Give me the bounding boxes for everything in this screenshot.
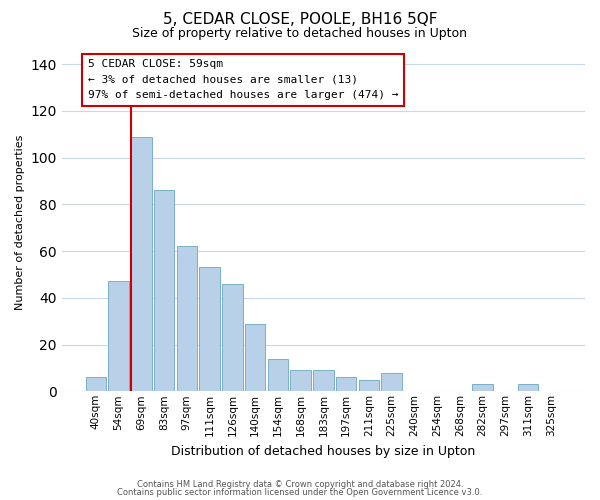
Text: Contains HM Land Registry data © Crown copyright and database right 2024.: Contains HM Land Registry data © Crown c… (137, 480, 463, 489)
Bar (472, 384, 493, 392)
Bar (268, 358, 288, 392)
Bar (222, 284, 242, 392)
X-axis label: Distribution of detached houses by size in Upton: Distribution of detached houses by size … (171, 444, 476, 458)
Bar (336, 377, 356, 392)
Text: 5 CEDAR CLOSE: 59sqm
← 3% of detached houses are smaller (13)
97% of semi-detach: 5 CEDAR CLOSE: 59sqm ← 3% of detached ho… (88, 60, 398, 100)
Bar (359, 380, 379, 392)
Bar (199, 268, 220, 392)
Bar (109, 282, 129, 392)
Bar (518, 384, 538, 392)
Bar (245, 324, 265, 392)
Bar (382, 372, 402, 392)
Text: Contains public sector information licensed under the Open Government Licence v3: Contains public sector information licen… (118, 488, 482, 497)
Bar (86, 377, 106, 392)
Bar (176, 246, 197, 392)
Bar (290, 370, 311, 392)
Text: 5, CEDAR CLOSE, POOLE, BH16 5QF: 5, CEDAR CLOSE, POOLE, BH16 5QF (163, 12, 437, 28)
Bar (154, 190, 175, 392)
Y-axis label: Number of detached properties: Number of detached properties (15, 134, 25, 310)
Bar (131, 136, 152, 392)
Text: Size of property relative to detached houses in Upton: Size of property relative to detached ho… (133, 28, 467, 40)
Bar (313, 370, 334, 392)
